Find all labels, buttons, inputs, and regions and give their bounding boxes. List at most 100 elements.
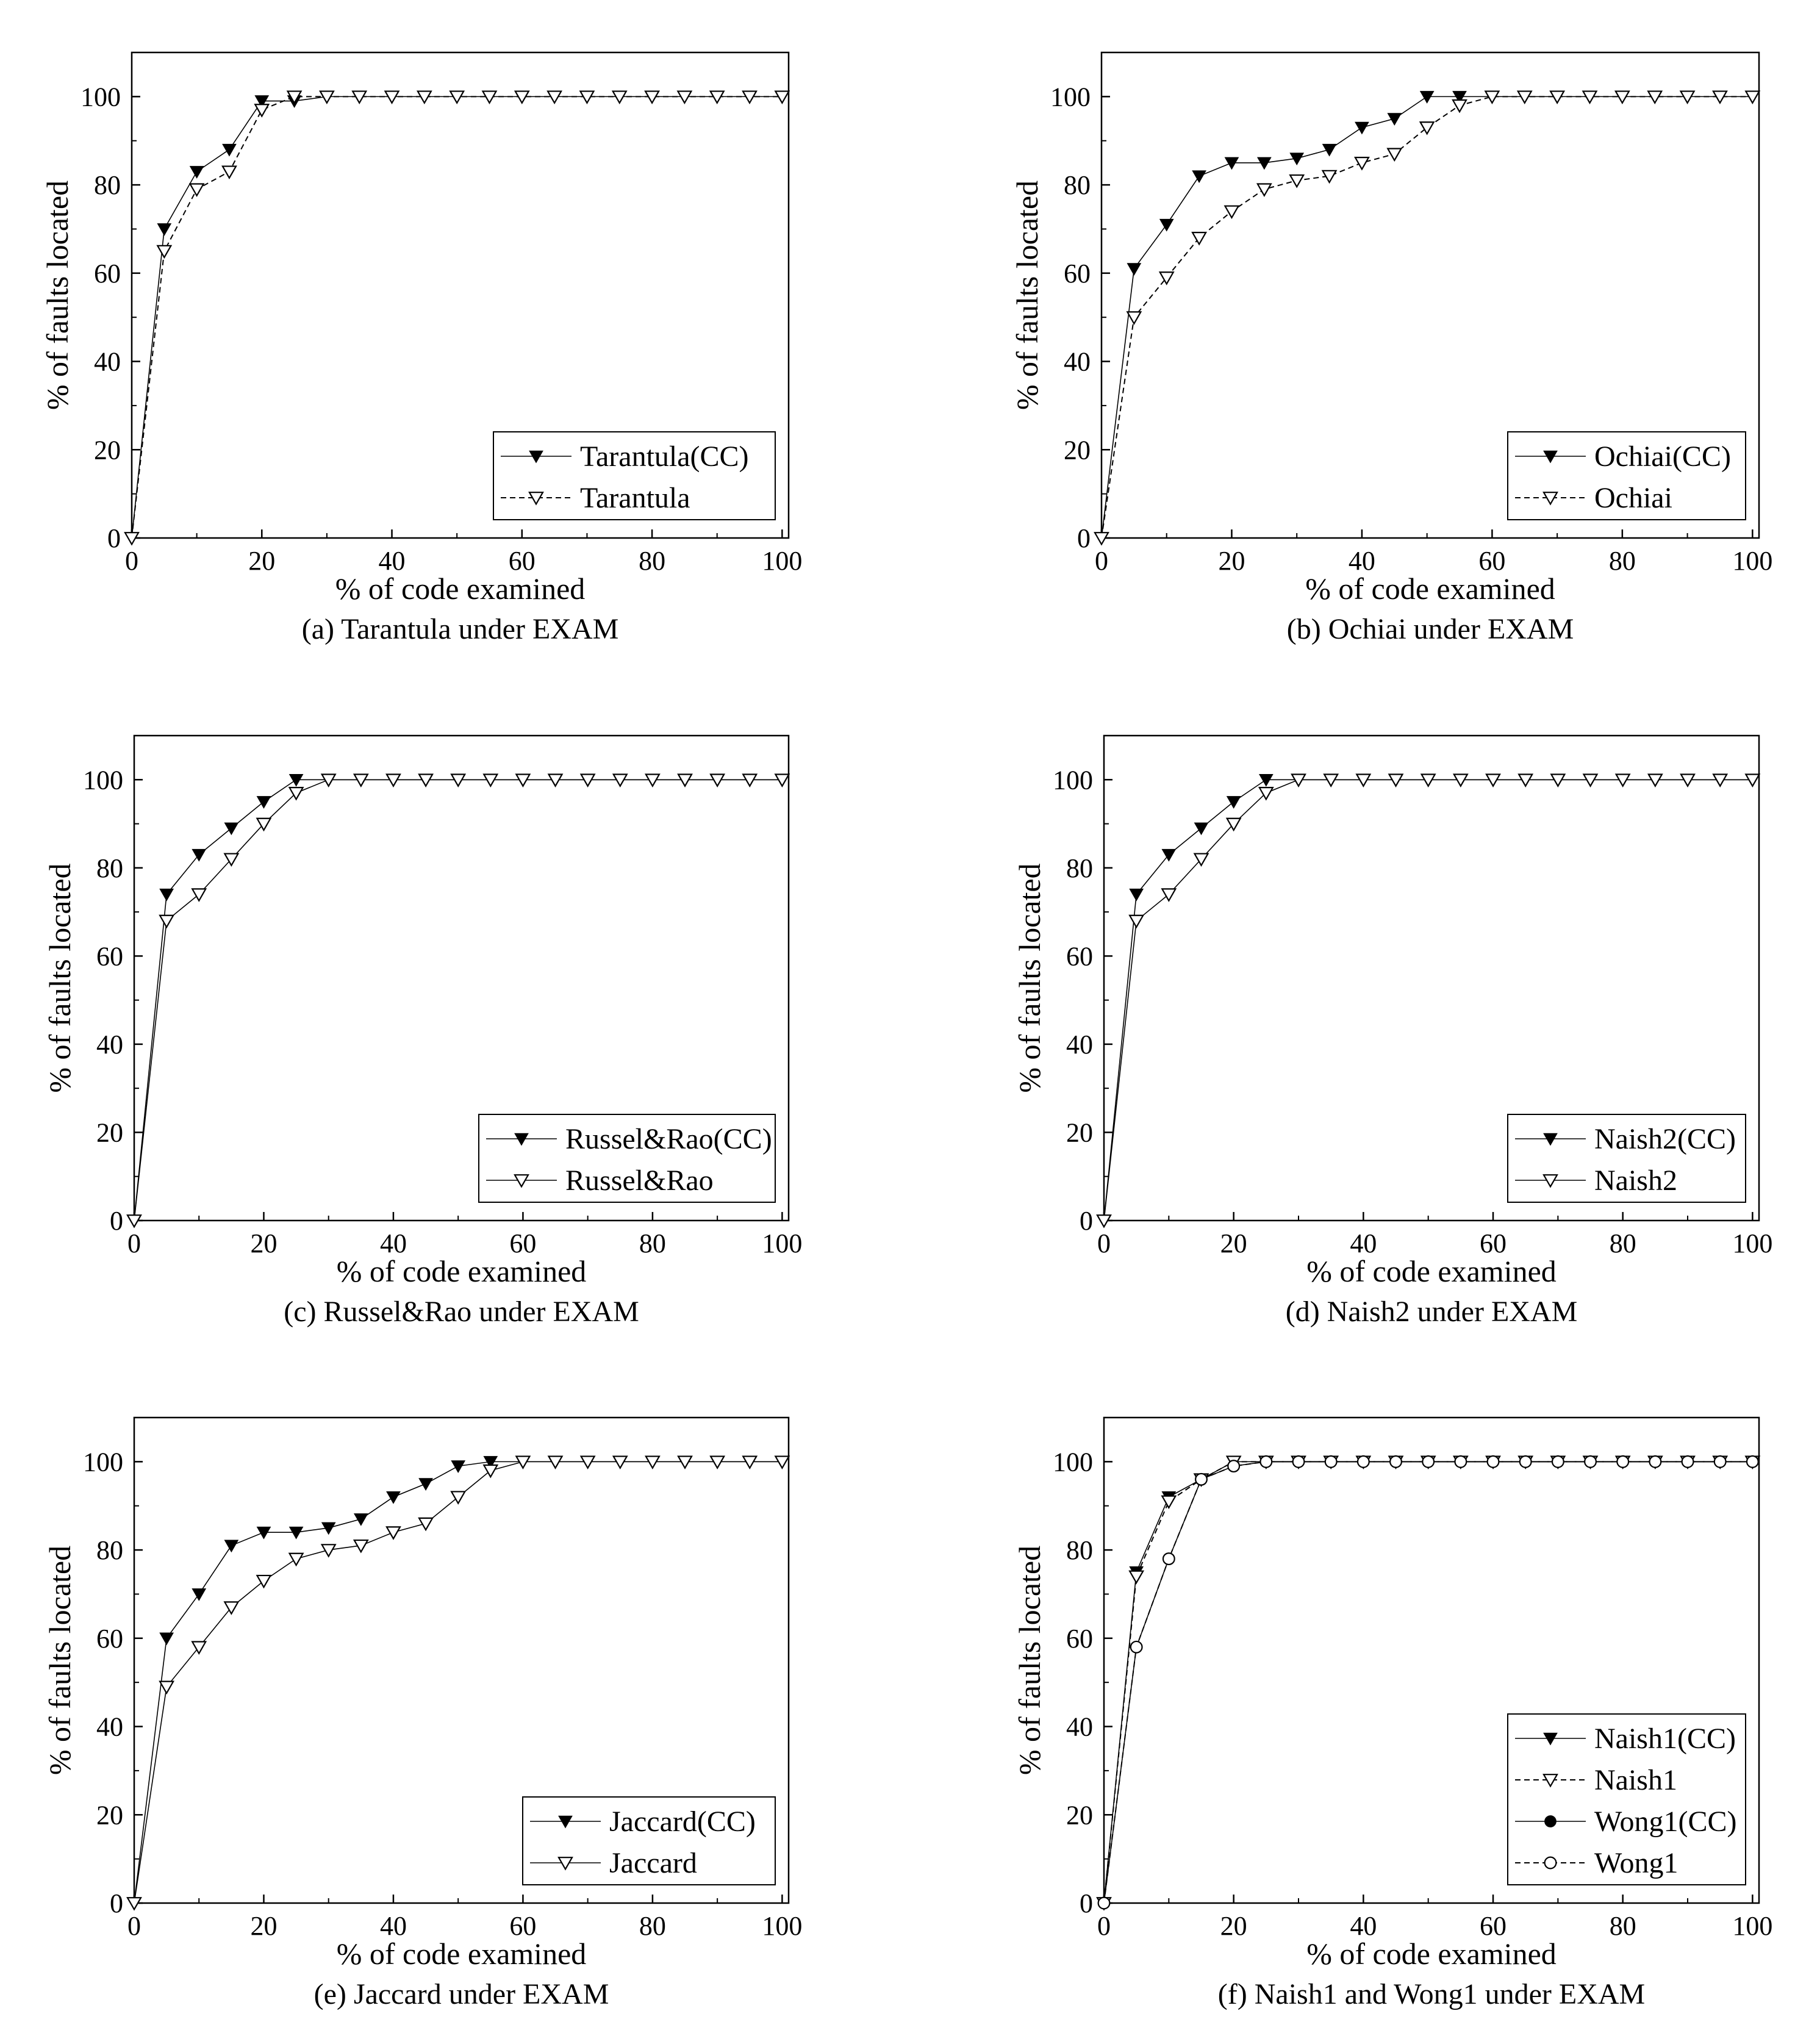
data-point (1259, 1455, 1273, 1468)
data-point (418, 1517, 434, 1532)
data-point (1614, 90, 1630, 105)
data-point (418, 773, 434, 787)
panel-caption: (b) Ochiai under EXAM (1287, 613, 1574, 645)
data-point (709, 773, 726, 787)
data-point (1452, 773, 1469, 787)
legend: Tarantula(CC) Tarantula (493, 431, 776, 520)
data-point (1419, 121, 1435, 135)
data-point (1193, 853, 1209, 867)
data-point (223, 853, 240, 867)
y-axis-label: % of faults located (1012, 863, 1047, 1092)
y-axis-label: % of faults located (40, 181, 74, 410)
x-tick-label: 40 (380, 1911, 407, 1941)
y-tick-label: 100 (1053, 765, 1093, 795)
legend-label: Tarantula(CC) (580, 440, 749, 473)
legend-box (1507, 1114, 1746, 1203)
data-point (482, 1464, 499, 1479)
x-tick-label: 80 (1610, 1911, 1636, 1941)
data-point (742, 90, 758, 105)
x-tick-label: 20 (248, 546, 275, 576)
plot-frame (133, 1416, 790, 1904)
data-point (1195, 1472, 1208, 1486)
data-point (547, 773, 564, 787)
data-point (189, 166, 204, 179)
x-tick-label: 40 (1349, 546, 1375, 576)
legend-label: Jaccard (609, 1847, 697, 1879)
data-point (546, 90, 563, 105)
x-tick-label: 0 (1097, 1911, 1111, 1941)
x-tick-label: 80 (1610, 1228, 1636, 1258)
data-point (579, 90, 595, 105)
data-point (1126, 311, 1142, 325)
y-tick-label: 100 (81, 82, 121, 112)
data-point (1161, 848, 1177, 862)
data-point (612, 773, 628, 787)
data-point (709, 1455, 726, 1470)
data-point (579, 773, 596, 787)
data-point (645, 1455, 661, 1470)
data-point (353, 773, 369, 787)
y-tick-label: 80 (1066, 853, 1093, 883)
data-point (1387, 113, 1402, 126)
plot-frame (1100, 51, 1760, 539)
data-point (774, 773, 790, 787)
data-point (224, 1540, 239, 1553)
data-point (709, 90, 725, 105)
data-point (188, 183, 205, 197)
data-point (254, 95, 270, 109)
legend-box (1507, 1713, 1746, 1885)
legend-label: Tarantula (580, 482, 690, 514)
legend: Naish2(CC) Naish2 (1507, 1114, 1746, 1203)
legend: Jaccard(CC) Jaccard (522, 1796, 776, 1885)
y-tick-label: 60 (1066, 941, 1093, 971)
x-tick-label: 0 (125, 546, 138, 576)
data-point (416, 90, 432, 105)
data-point (1355, 121, 1369, 135)
x-tick-label: 20 (250, 1911, 277, 1941)
y-tick-label: 60 (96, 941, 123, 971)
data-point (1517, 773, 1534, 787)
data-point (742, 773, 758, 787)
data-point (450, 1491, 467, 1505)
x-tick-label: 100 (762, 1911, 802, 1941)
legend-marker (1544, 1856, 1557, 1870)
legend-box (478, 1114, 776, 1203)
data-point (191, 1641, 207, 1655)
panel-0: 0 20 40 60 80 100 0 20 40 60 80 100 % of code examin… (40, 51, 802, 645)
legend-label: Ochiai(CC) (1594, 440, 1731, 473)
y-tick-label: 20 (96, 1117, 123, 1147)
data-point (1746, 1455, 1759, 1468)
data-point (1322, 143, 1337, 157)
data-point (1389, 1455, 1402, 1468)
x-tick-label: 0 (1095, 546, 1108, 576)
data-point (1422, 1455, 1435, 1468)
data-point (1292, 1455, 1305, 1468)
data-point (1519, 1455, 1532, 1468)
data-point (286, 90, 303, 105)
x-tick-label: 0 (1097, 1228, 1111, 1258)
x-tick-label: 60 (1480, 1228, 1507, 1258)
x-tick-label: 100 (1732, 1911, 1772, 1941)
data-point (1388, 773, 1404, 787)
y-tick-label: 20 (96, 1800, 123, 1830)
data-point (774, 1455, 790, 1470)
panel-1: 0 20 40 60 80 100 0 20 40 60 80 100 % of code examin… (1010, 51, 1772, 645)
data-point (384, 90, 400, 105)
legend-label: Naish1(CC) (1594, 1723, 1736, 1755)
y-tick-label: 40 (1064, 347, 1091, 377)
data-point (1616, 1455, 1630, 1468)
y-tick-label: 0 (1080, 1206, 1093, 1236)
x-tick-label: 100 (1732, 1228, 1772, 1258)
plot-frame (133, 734, 790, 1222)
data-point (1454, 1455, 1467, 1468)
data-point (1129, 888, 1144, 902)
legend-marker (1542, 1174, 1558, 1188)
data-point (351, 90, 368, 105)
data-point (1128, 914, 1145, 929)
data-point (256, 817, 272, 832)
y-tick-label: 0 (1080, 1888, 1093, 1918)
x-tick-label: 80 (639, 1228, 666, 1258)
data-point (1712, 773, 1729, 787)
data-point (1420, 773, 1436, 787)
